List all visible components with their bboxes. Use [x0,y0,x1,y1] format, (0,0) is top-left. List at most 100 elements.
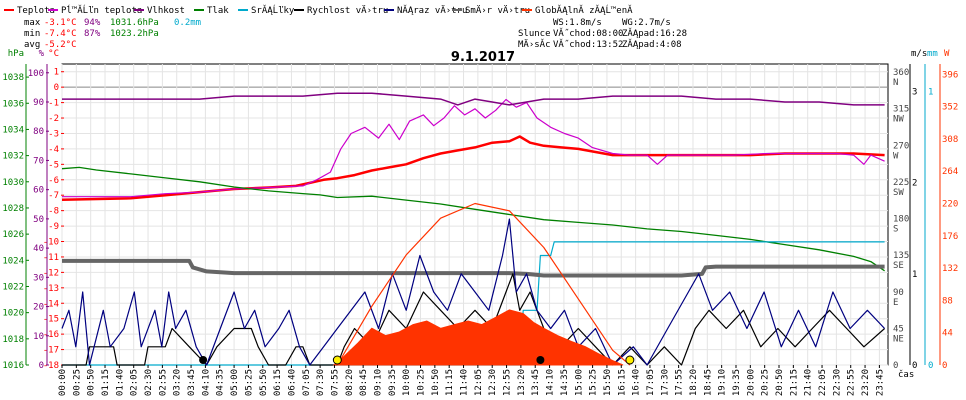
temp-tick: -16 [43,330,59,340]
hpa-tick: 1016 [2,361,24,371]
series-Pĺ™ĂĹľn teplota-line [62,98,885,198]
stat-avg-label: avg [24,40,40,50]
stat-min-press: 1023.2hPa [110,29,159,39]
x-tick-label: 08:20 [345,369,355,396]
temp-tick: 0 [54,83,59,93]
pct-tick: 80 [33,127,44,137]
moon-label: MÄ›sĂc [518,38,551,50]
x-tick-label: 03:45 [187,369,197,396]
x-tick-label: 15:50 [603,369,613,396]
x-tick-label: 00:50 [87,369,97,396]
pct-tick: 100 [28,69,44,79]
dir-label: S [893,225,898,235]
x-tick-label: 03:20 [173,369,183,396]
x-tick-label: 01:15 [101,369,111,396]
x-tick-label: 11:15 [445,369,455,396]
x-tick-label: 12:30 [488,369,498,396]
stat-avg-temp: -5.2°C [44,40,77,50]
temp-tick: -8 [48,207,59,217]
pct-tick: 60 [33,186,44,196]
legend-label: Teplota [17,6,55,16]
x-tick-label: 18:20 [689,369,699,396]
series-SmÄ›r vÄ›tru-line [62,258,885,278]
stats-block: max -3.1°C 94% 1031.6hPa 0.2mm min -7.4°… [24,18,201,50]
series-Tlak-line [61,166,885,272]
x-tick-label: 22:55 [847,369,857,396]
dir-label: N [893,78,898,88]
x-tick-label: 18:45 [703,369,713,396]
ms-tick: 0 [912,361,917,371]
dir-tick: 45 [893,324,904,334]
x-tick-label: 06:40 [287,369,297,396]
axes: 1038103610341032103010281026102410221020… [2,49,958,371]
x-axis-label: čas [898,369,914,380]
sun-rise: VĂ˝chod:08:00 [553,27,623,39]
x-tick-label: 00:00 [58,369,68,396]
pct-tick: 90 [33,98,44,108]
x-tick-label: 05:00 [230,369,240,396]
stat-max-rain: 0.2mm [174,18,201,28]
legend-label: SrĂĄĹľky [251,4,295,16]
ms-tick: 1 [912,270,917,280]
mm-unit: mm [927,49,938,59]
stat-max-hum: 94% [84,18,101,28]
hpa-tick: 1022 [2,282,24,292]
x-tick-label: 07:55 [330,369,340,396]
legend-label: NĂĄraz vÄ›tru [397,4,467,16]
x-tick-label: 15:25 [589,369,599,396]
temp-unit: °C [48,49,59,59]
temp-tick: -10 [43,238,59,248]
series-layer [61,92,886,366]
hpa-tick: 1032 [2,152,24,162]
dir-tick: 225 [893,178,909,188]
temp-tick: -11 [43,253,59,263]
temp-tick: -1 [48,99,59,109]
pct-tick: 50 [33,215,44,225]
legend-label: Pĺ™ĂĹľn teplota [61,4,142,16]
x-tick-label: 19:10 [718,369,728,396]
series-Rychlost vÄ›tru-line [62,273,885,366]
hpa-tick: 1030 [2,178,24,188]
dir-tick: 135 [893,251,909,261]
series-NĂĄraz vÄ›tru-line [61,218,886,366]
chart-title: 9.1.2017 [451,50,515,65]
dir-tick: 315 [893,105,909,115]
wm-tick: 352 [942,103,958,113]
stat-max-label: max [24,18,41,28]
x-tick-label: 02:55 [158,369,168,396]
info-block: WS:1.8m/s WG:2.7m/s Slunce VĂ˝chod:08:00… [518,18,687,50]
x-tick-label: 17:05 [646,369,656,396]
temp-tick: 1 [54,68,59,78]
x-tick-label: 02:05 [130,369,140,396]
dir-label: W [893,151,899,161]
legend-label: Rychlost vÄ›tru [307,5,388,16]
temp-tick: -3 [48,129,59,139]
hpa-tick: 1026 [2,230,24,240]
series-Vlhkost-line [62,92,885,106]
x-tick-label: 21:40 [804,369,814,396]
hpa-tick: 1018 [2,335,24,345]
hpa-tick: 1020 [2,309,24,319]
pct-tick: 70 [33,156,44,166]
x-tick-label: 13:45 [531,369,541,396]
wm-tick: 132 [942,264,958,274]
temp-tick: -18 [43,361,59,371]
temp-tick: -6 [48,176,59,186]
ms-tick: 2 [912,179,917,189]
x-tick-label: 15:00 [574,369,584,396]
wm-tick: 264 [942,167,958,177]
dir-label: SE [893,261,904,271]
temp-tick: -15 [43,315,59,325]
temp-tick: -17 [43,346,59,356]
pct-tick: 30 [33,273,44,283]
x-tick-label: 20:00 [746,369,756,396]
temp-tick: -14 [43,299,59,309]
x-tick-label: 09:35 [388,369,398,396]
pct-tick: 40 [33,244,44,254]
x-tick-label: 21:15 [789,369,799,396]
stat-max-temp: -3.1°C [44,18,77,28]
wm-tick: 308 [942,135,958,145]
wm-tick: 0 [942,361,947,371]
hpa-tick: 1024 [2,256,24,266]
